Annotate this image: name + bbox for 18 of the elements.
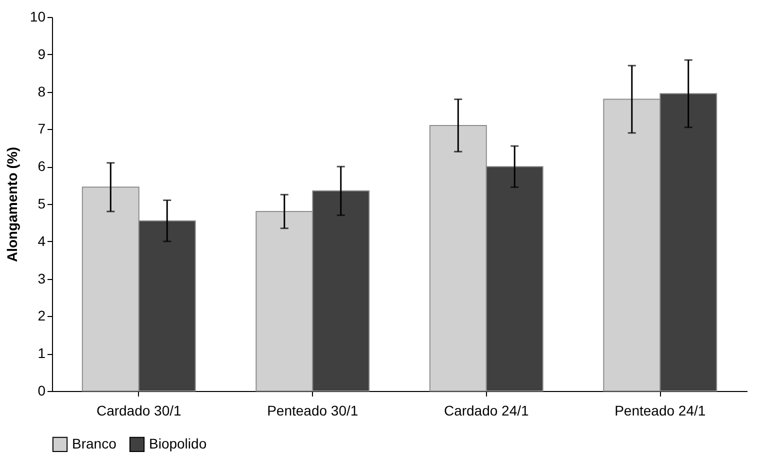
y-tick-label: 3 [38,270,46,286]
y-tick-label: 6 [38,158,46,174]
legend-label: Branco [72,435,117,452]
x-tick-label: Penteado 24/1 [614,402,706,418]
y-tick-label: 4 [38,232,46,249]
y-tick-label: 0 [38,382,46,398]
y-tick-label: 2 [38,308,46,324]
y-tick-label: 1 [38,345,46,362]
y-tick-label: 9 [38,46,46,62]
x-tick-label: Cardado 30/1 [96,402,182,418]
y-axis-title: Alongamento (%) [4,146,20,262]
y-tick-label: 8 [38,83,46,100]
y-tick-label: 5 [38,196,46,212]
legend-label: Biopolido [149,435,207,452]
x-tick-label: Penteado 30/1 [267,402,358,418]
x-tick-label: Cardado 24/1 [444,402,530,418]
y-tick-label: 7 [38,120,46,137]
y-tick-label: 10 [30,8,46,24]
